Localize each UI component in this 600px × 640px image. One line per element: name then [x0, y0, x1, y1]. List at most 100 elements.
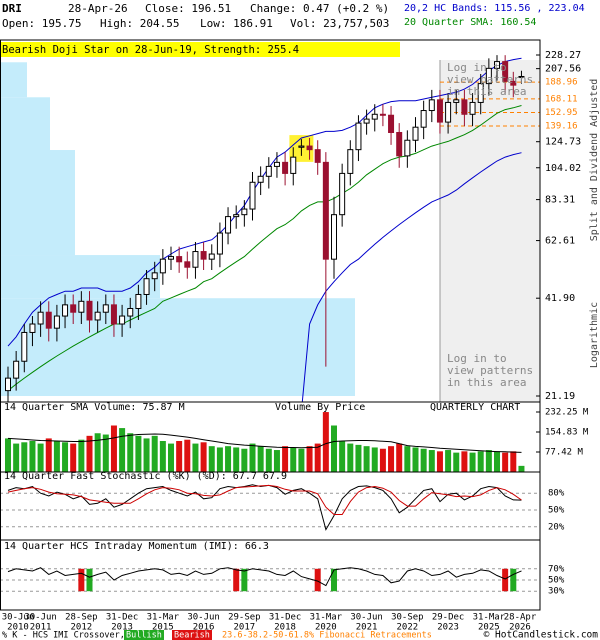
x-tick-label: 30-Jun [350, 613, 383, 623]
volume-bar [192, 443, 199, 472]
price-line [7, 105, 522, 391]
volume-bar [13, 443, 20, 472]
candle-body [339, 172, 346, 216]
candle-body [347, 149, 354, 174]
oscillator-line [7, 484, 522, 531]
fib-label: 139.16 [545, 121, 578, 131]
login-region [440, 60, 540, 402]
panel-title: 14 Quarter Fast Stochastic (%K) (%D): 67… [4, 471, 287, 482]
candle-body [249, 181, 256, 210]
x-tick-label: 2022 [397, 623, 419, 633]
candle-body [477, 83, 484, 103]
x-tick-label: 2026 [509, 623, 531, 633]
x-tick-label: 28-Sep [65, 613, 98, 623]
x-tick-label: 2021 [356, 623, 378, 633]
price-line [7, 57, 522, 347]
y-tick-label: 62.61 [545, 236, 575, 247]
candle-body [233, 214, 240, 218]
bearish-label: Bearish [174, 631, 210, 640]
low: Low: 186.91 [200, 17, 273, 30]
y-tick-label: 83.31 [545, 195, 575, 206]
volume-bar [322, 412, 329, 472]
bearish-bar [314, 568, 321, 592]
y-tick-label: 50% [548, 576, 565, 586]
volume-bar [159, 440, 166, 472]
y-tick-label: 41.90 [545, 293, 575, 304]
volume-bar [143, 438, 150, 472]
candle-body [192, 251, 199, 268]
volume-bar [363, 446, 370, 472]
y-tick-label: 77.42 M [545, 447, 584, 457]
volume-sma-line [7, 433, 522, 453]
volume-bar [485, 450, 492, 472]
x-tick-label: 2018 [274, 623, 296, 633]
volume-bar [371, 447, 378, 472]
candle-body [290, 156, 297, 174]
bullish-label: Bullish [126, 631, 162, 640]
y-tick-label: 154.83 M [545, 428, 589, 438]
volume-bar [396, 443, 403, 472]
volume-bar [273, 450, 280, 472]
volume-bar [420, 448, 427, 472]
panel-label: QUARTERLY CHART [430, 402, 520, 413]
candle-body [322, 161, 329, 260]
oscillator-line [7, 567, 522, 587]
x-tick-label: 31-Dec [269, 613, 302, 623]
candle-body [485, 67, 492, 85]
volume-bar [151, 435, 158, 472]
y-tick-label: 30% [548, 587, 565, 597]
volume-bar [379, 448, 386, 472]
candle-body [29, 323, 36, 333]
volume-bar [102, 434, 109, 472]
x-tick-label: 30-Sep [391, 613, 424, 623]
x-tick-label: 31-Mar [147, 613, 180, 623]
candle-body [298, 145, 305, 148]
candle-body [119, 315, 126, 325]
login-note: in this area [447, 85, 526, 98]
bearish-bar [233, 568, 240, 592]
x-tick-label: 2017 [234, 623, 256, 633]
volume-by-price-bar [0, 298, 355, 396]
panel-title: 14 Quarter HCS Intraday Momentum (IMI): … [4, 541, 269, 552]
login-note: view patterns [447, 364, 533, 377]
volume-bar [53, 440, 60, 472]
candle-body [53, 315, 60, 329]
close: Close: 196.51 [145, 2, 231, 15]
candle-body [62, 304, 69, 317]
candle-body [94, 311, 101, 321]
bearish-key [172, 630, 212, 640]
candle-body [143, 278, 150, 295]
x-tick-label: 2025 [478, 623, 500, 633]
candle-body [306, 145, 313, 151]
candle-body [355, 122, 362, 151]
candle-body [200, 251, 207, 260]
volume-bar [127, 433, 134, 472]
footer-note: % K - HCS IMI Crossover, [2, 631, 125, 640]
imi-frame [0, 539, 541, 611]
volume-bar [257, 446, 264, 472]
candle-body [273, 161, 280, 167]
y-tick-label: 50% [548, 506, 565, 516]
volume-bar [477, 451, 484, 472]
candle-body [510, 80, 517, 86]
candle-body [257, 175, 264, 183]
candle-body [135, 293, 142, 309]
candle-body [314, 149, 321, 163]
fibonacci-note: 23.6-38.2-50-61.8% Fibonacci Retracement… [222, 631, 432, 640]
bullish-key [124, 630, 164, 640]
candle-body [86, 300, 93, 321]
price-line [301, 152, 522, 402]
volume-bar [168, 443, 174, 472]
panel-title: 14 Quarter SMA Volume: 75.87 M [4, 402, 185, 413]
candle-body [176, 256, 183, 263]
candle-body [436, 99, 443, 123]
volume-bar [78, 439, 85, 472]
volume-bar [94, 433, 101, 472]
copyright: © HotCandlestick.com [484, 630, 599, 640]
volume-bar [176, 440, 183, 472]
volume-bar [249, 443, 256, 472]
volume-bar [314, 443, 321, 472]
candle-body [412, 126, 419, 141]
candle-body [331, 214, 337, 260]
